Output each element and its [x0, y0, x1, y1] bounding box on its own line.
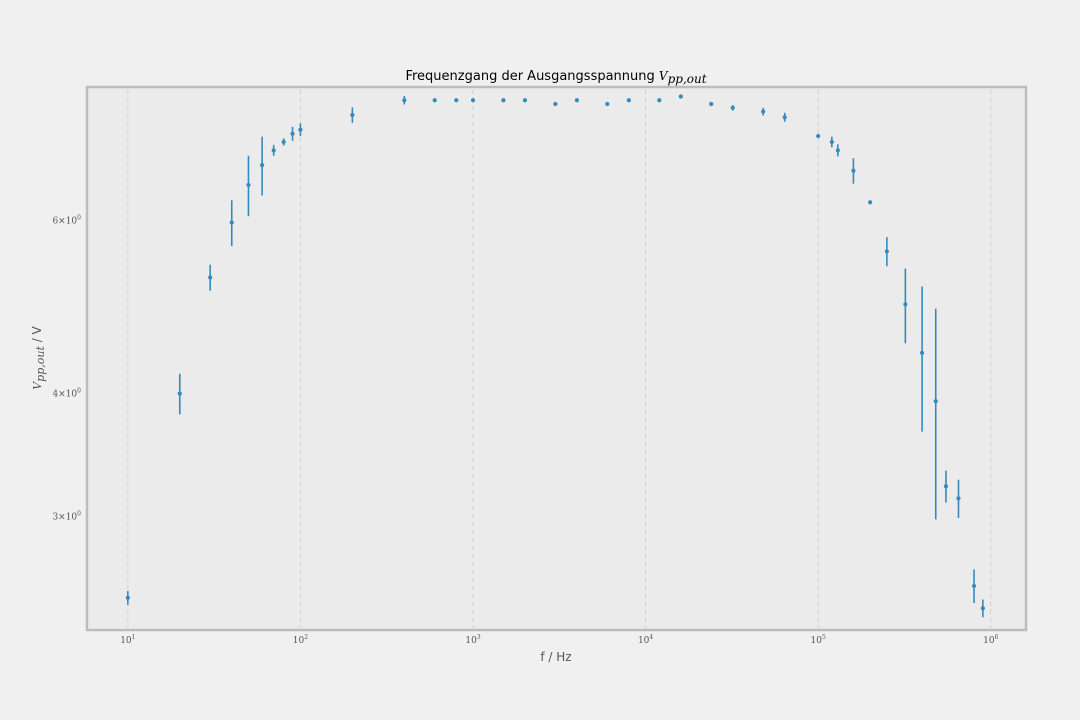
data-point	[350, 112, 355, 118]
x-tick-label: 105	[811, 634, 826, 646]
data-point	[980, 606, 985, 611]
data-point	[281, 139, 286, 145]
data-point	[125, 595, 130, 600]
x-gridlines	[127, 89, 992, 628]
data-point	[454, 98, 459, 103]
data-point	[432, 98, 437, 103]
data-point	[229, 220, 234, 225]
y-tick-label: 4×100	[52, 388, 81, 400]
data-point	[177, 391, 182, 396]
data-point	[851, 168, 856, 173]
data-series	[125, 94, 985, 618]
plot-area	[85, 85, 1028, 632]
data-point	[246, 182, 251, 188]
data-point	[933, 399, 938, 404]
data-point	[678, 94, 683, 99]
data-point	[782, 115, 787, 120]
x-tick-label: 106	[983, 634, 998, 646]
data-point	[868, 200, 873, 205]
data-point	[829, 139, 834, 145]
data-point	[402, 98, 407, 103]
data-point	[574, 98, 580, 103]
data-point	[626, 98, 631, 103]
y-tick-label: 3×100	[52, 511, 81, 523]
y-tick-labels: 3×100 4×100 6×100	[52, 214, 81, 522]
data-point	[553, 101, 558, 107]
x-tick-label: 101	[120, 634, 135, 646]
data-point	[470, 98, 476, 103]
y-tick-label: 6×100	[52, 214, 81, 226]
data-point	[208, 275, 213, 280]
x-tick-labels: 101 102 103 104 105 106	[120, 634, 998, 646]
y-axis-label: Vpp,out / V	[30, 325, 47, 389]
data-point	[971, 583, 977, 589]
data-point	[943, 484, 949, 489]
data-point	[903, 302, 908, 307]
data-point	[730, 105, 735, 110]
data-point	[761, 109, 766, 114]
data-point	[522, 98, 528, 103]
x-tick-label: 104	[638, 634, 653, 646]
data-point	[290, 131, 295, 136]
data-point	[501, 98, 506, 103]
data-point	[709, 101, 714, 107]
data-point	[919, 350, 925, 356]
x-tick-label: 103	[465, 634, 480, 646]
x-tick-label: 102	[293, 634, 308, 646]
data-point	[956, 496, 961, 501]
data-point	[271, 148, 276, 153]
data-point	[835, 148, 840, 153]
data-point	[884, 249, 889, 254]
data-point	[298, 127, 303, 132]
data-point	[816, 133, 821, 139]
chart-title: Frequenzgang der Ausgangsspannung Vpp,ou…	[405, 69, 706, 86]
data-point	[260, 162, 265, 168]
data-point	[605, 101, 610, 107]
data-point	[657, 98, 662, 103]
x-axis-label: f / Hz	[540, 650, 571, 664]
